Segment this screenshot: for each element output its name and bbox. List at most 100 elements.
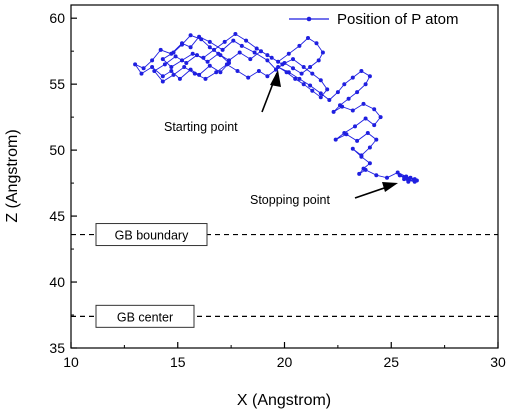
reference-label-box bbox=[95, 223, 208, 247]
y-tick-label: 50 bbox=[49, 142, 65, 158]
data-point bbox=[291, 57, 295, 62]
data-point bbox=[199, 37, 204, 42]
data-point bbox=[286, 70, 291, 75]
data-point bbox=[402, 177, 407, 182]
legend-label: Position of P atom bbox=[337, 11, 458, 28]
data-point bbox=[214, 70, 219, 75]
legend: Position of P atom bbox=[289, 11, 458, 28]
data-point bbox=[265, 74, 270, 79]
starting-point-arrow-head bbox=[270, 70, 281, 87]
data-point bbox=[182, 65, 187, 69]
y-tick-label: 55 bbox=[49, 76, 65, 92]
data-point bbox=[177, 76, 182, 81]
data-point bbox=[333, 137, 338, 142]
data-point bbox=[355, 90, 360, 95]
data-point bbox=[331, 109, 336, 114]
data-point bbox=[350, 146, 355, 151]
data-point bbox=[222, 39, 227, 44]
starting-point-label: Starting point bbox=[164, 120, 238, 134]
data-point bbox=[169, 69, 174, 73]
data-point bbox=[301, 65, 306, 69]
stopping-point-arrow-head bbox=[382, 182, 398, 192]
data-point bbox=[342, 82, 347, 87]
data-point bbox=[318, 78, 323, 83]
data-point bbox=[160, 74, 165, 79]
data-point bbox=[363, 116, 368, 121]
data-point bbox=[372, 123, 377, 128]
data-point bbox=[374, 137, 379, 142]
y-tick-label: 35 bbox=[49, 340, 65, 356]
data-point bbox=[335, 90, 340, 95]
data-point bbox=[171, 50, 176, 55]
data-point bbox=[310, 88, 315, 93]
data-point bbox=[363, 82, 368, 87]
x-axis-title: X (Angstrom) bbox=[237, 392, 331, 409]
x-ticks: 10 15 20 25 30 bbox=[63, 342, 506, 370]
data-point bbox=[361, 101, 366, 106]
data-point bbox=[269, 55, 274, 60]
data-point bbox=[357, 171, 362, 176]
data-point bbox=[344, 132, 349, 137]
data-point bbox=[160, 79, 165, 84]
data-point bbox=[367, 74, 372, 79]
x-tick-label: 20 bbox=[277, 354, 293, 370]
data-point bbox=[203, 76, 208, 81]
data-point bbox=[150, 65, 155, 69]
data-point bbox=[367, 145, 372, 150]
data-point bbox=[353, 124, 357, 129]
data-point bbox=[395, 170, 400, 175]
data-point bbox=[286, 51, 291, 56]
data-point bbox=[350, 75, 355, 80]
data-point bbox=[192, 71, 197, 76]
data-point bbox=[340, 104, 345, 109]
data-point bbox=[197, 72, 202, 77]
data-point bbox=[133, 62, 138, 67]
data-point bbox=[314, 41, 319, 46]
y-tick-label: 45 bbox=[49, 208, 65, 224]
data-point bbox=[355, 138, 360, 143]
data-point bbox=[318, 91, 323, 96]
data-point bbox=[150, 58, 155, 63]
data-point bbox=[235, 69, 240, 73]
data-point bbox=[280, 62, 285, 67]
data-point bbox=[276, 59, 281, 64]
x-tick-label: 10 bbox=[63, 354, 79, 370]
data-point bbox=[190, 51, 195, 56]
data-point bbox=[152, 69, 157, 73]
data-point bbox=[239, 43, 244, 48]
data-point bbox=[365, 131, 370, 135]
data-point bbox=[265, 53, 270, 58]
data-point bbox=[212, 47, 216, 52]
data-point bbox=[372, 107, 377, 112]
data-point bbox=[180, 58, 184, 63]
data-point bbox=[180, 42, 184, 47]
data-point bbox=[139, 71, 144, 76]
data-point bbox=[237, 50, 242, 55]
data-point bbox=[363, 167, 368, 172]
data-point bbox=[244, 38, 249, 43]
data-point bbox=[316, 58, 321, 63]
data-point bbox=[276, 65, 281, 69]
data-point bbox=[248, 57, 253, 62]
data-point bbox=[256, 69, 261, 73]
reference-label: GB center bbox=[117, 310, 173, 324]
data-point bbox=[359, 154, 364, 159]
y-tick-label: 60 bbox=[49, 10, 65, 26]
data-point bbox=[412, 179, 417, 184]
data-point bbox=[207, 39, 212, 44]
data-point bbox=[220, 47, 225, 52]
data-point bbox=[205, 59, 210, 64]
data-point bbox=[171, 72, 176, 77]
data-point bbox=[218, 70, 223, 75]
data-point bbox=[385, 175, 389, 180]
data-point bbox=[188, 45, 193, 50]
data-point bbox=[306, 36, 310, 40]
data-point bbox=[227, 58, 231, 63]
legend-marker bbox=[306, 16, 312, 22]
reference-lines: GB boundary GB center bbox=[71, 223, 498, 328]
data-point bbox=[359, 69, 364, 73]
data-point bbox=[308, 65, 313, 69]
data-point bbox=[254, 46, 259, 51]
y-axis-title: Z (Angstrom) bbox=[4, 129, 21, 222]
